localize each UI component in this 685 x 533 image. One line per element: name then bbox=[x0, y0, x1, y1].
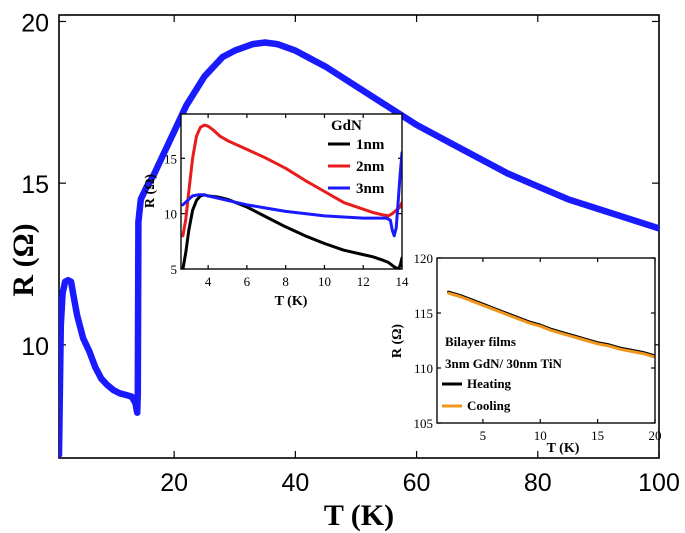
inset1-y-tick-label: 10 bbox=[164, 207, 177, 222]
inset2-x-tick-label: 5 bbox=[480, 428, 487, 443]
inset1-y-tick-label: 15 bbox=[164, 151, 177, 166]
main-series-layer bbox=[59, 39, 659, 458]
main-y-tick-label: 20 bbox=[21, 9, 49, 37]
inset1-x-tick-label: 4 bbox=[205, 274, 212, 289]
inset1-series-2nm bbox=[181, 123, 402, 238]
inset2-y-tick-label: 120 bbox=[414, 251, 434, 266]
inset-gdn-ticks: 4 6 8 10 12 14 5 10 15 bbox=[164, 114, 409, 289]
inset-gdn-legend-label: 3nm bbox=[356, 181, 385, 197]
inset-bilayer-legend-title-line2: 3nm GdN/ 30nm TiN bbox=[445, 356, 563, 371]
inset-bilayer-legend-label: Cooling bbox=[467, 398, 511, 413]
main-y-axis-label: R (Ω) bbox=[7, 223, 40, 296]
inset2-series-cooling bbox=[447, 291, 655, 359]
inset-gdn-x-axis-label: T (K) bbox=[275, 294, 308, 309]
main-x-tick-label: 40 bbox=[281, 469, 309, 497]
inset1-series-3nm bbox=[181, 151, 402, 238]
inset2-x-tick-label: 20 bbox=[649, 428, 662, 443]
inset2-x-tick-label: 15 bbox=[591, 428, 604, 443]
inset-gdn-legend-label: 1nm bbox=[356, 137, 385, 153]
inset-gdn-series-layer bbox=[181, 123, 402, 269]
main-plot-frame bbox=[58, 14, 660, 459]
inset1-y-tick-label: 5 bbox=[171, 262, 178, 277]
inset1-x-tick-label: 6 bbox=[244, 274, 251, 289]
inset2-y-tick-label: 115 bbox=[414, 306, 433, 321]
inset1-x-tick-label: 8 bbox=[282, 274, 289, 289]
inset-gdn-y-axis-label: R (Ω) bbox=[143, 174, 158, 208]
inset1-series-1nm bbox=[181, 193, 402, 269]
inset-bilayer-y-axis-label: R (Ω) bbox=[390, 324, 405, 358]
inset-bilayer-legend-title-line1: Bilayer films bbox=[445, 334, 516, 349]
inset-gdn-legend: GdN 1nm 2nm 3nm bbox=[328, 118, 385, 197]
main-x-tick-label: 100 bbox=[638, 469, 680, 497]
main-y-tick-label: 10 bbox=[21, 333, 49, 361]
inset-gdn-legend-title: GdN bbox=[331, 118, 362, 134]
inset-bilayer-x-axis-label: T (K) bbox=[547, 441, 580, 456]
main-y-tick-label: 15 bbox=[21, 171, 49, 199]
inset2-y-tick-label: 110 bbox=[414, 361, 433, 376]
inset2-y-tick-label: 105 bbox=[414, 416, 434, 431]
inset-gdn-chart: 4 6 8 10 12 14 5 10 15 T (K) R (Ω) GdN 1nm 2nm 3nm bbox=[143, 113, 409, 309]
inset-gdn-legend-label: 2nm bbox=[356, 159, 385, 175]
inset-bilayer-chart: 5 10 15 20 105 110 115 120 T (K) R (Ω) Bilayer … bbox=[390, 251, 662, 456]
inset-bilayer-plot-border bbox=[436, 257, 656, 424]
inset-gdn-plot-border bbox=[180, 113, 403, 270]
main-x-tick-label: 60 bbox=[403, 469, 431, 497]
inset1-x-tick-label: 14 bbox=[396, 274, 410, 289]
inset1-x-tick-label: 10 bbox=[318, 274, 331, 289]
main-series-main bbox=[59, 39, 659, 458]
main-x-tick-label: 20 bbox=[160, 469, 188, 497]
main-x-tick-label: 80 bbox=[524, 469, 552, 497]
inset1-x-tick-label: 12 bbox=[357, 274, 370, 289]
inset2-x-tick-label: 10 bbox=[534, 428, 547, 443]
main-x-axis-label: T (K) bbox=[324, 499, 394, 532]
inset-gdn-plot-frame bbox=[180, 113, 403, 270]
inset-bilayer-series-layer bbox=[447, 290, 655, 359]
inset-bilayer-legend-label: Heating bbox=[467, 376, 512, 391]
inset-bilayer-plot-frame bbox=[436, 257, 656, 424]
main-ticks: 20 40 60 80 100 10 15 20 bbox=[21, 9, 680, 497]
main-chart: 20 40 60 80 100 10 15 20 T (K) R (Ω) bbox=[7, 9, 680, 532]
inset-bilayer-legend: Bilayer films 3nm GdN/ 30nm TiN Heating C… bbox=[442, 334, 563, 413]
